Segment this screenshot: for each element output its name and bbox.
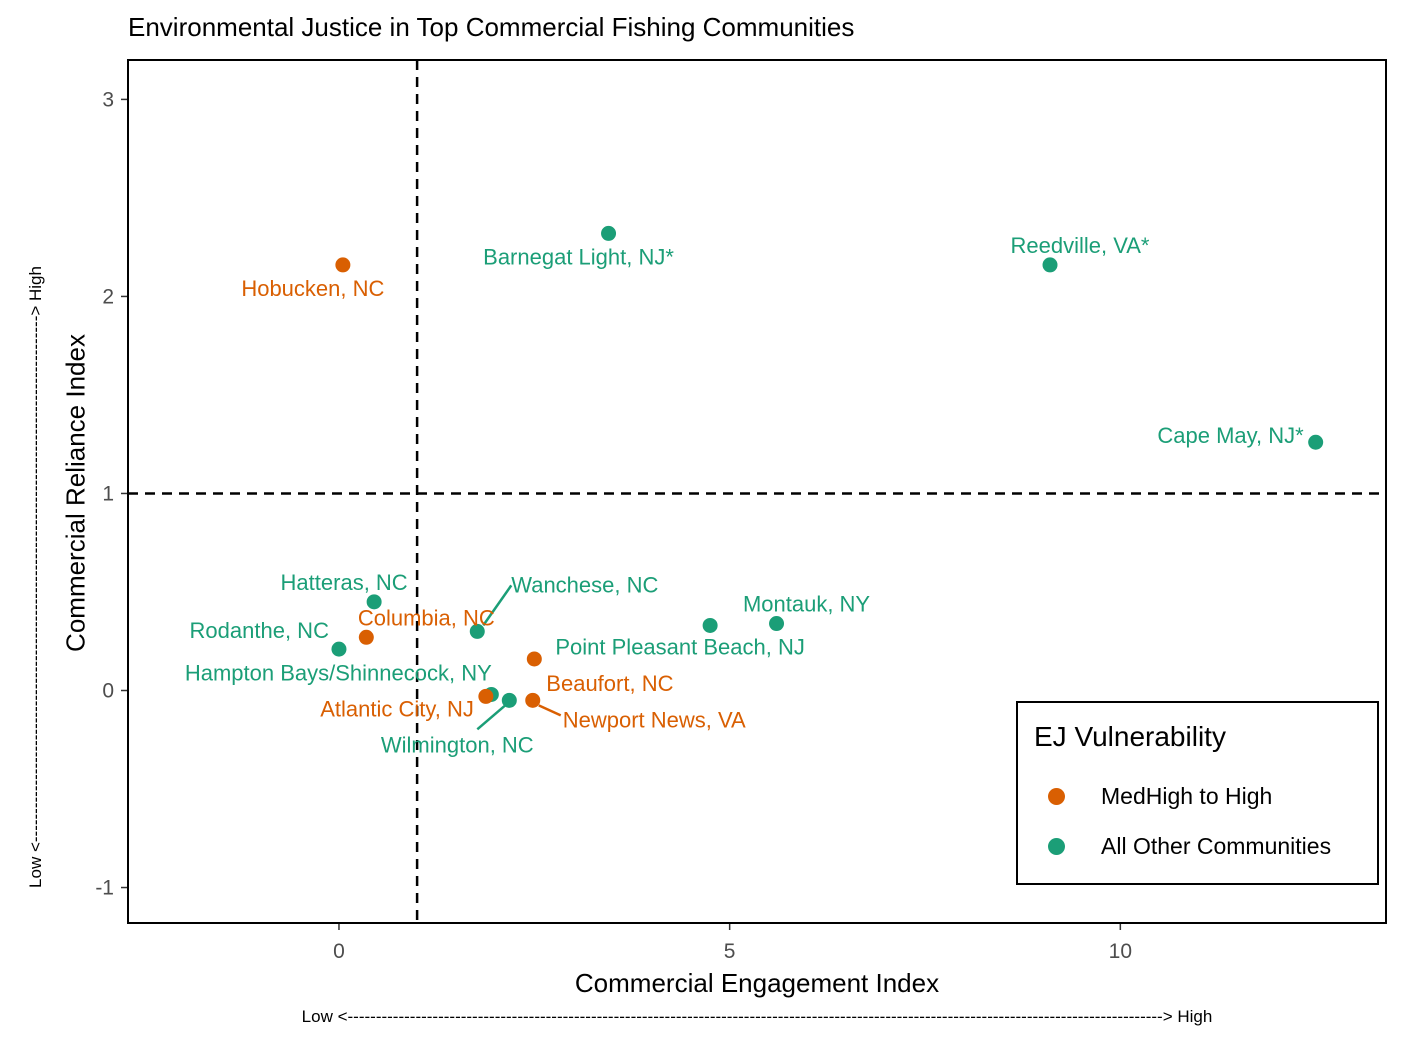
point-label: Newport News, VA (563, 707, 746, 732)
data-point (1042, 257, 1058, 273)
legend: EJ Vulnerability MedHigh to High All Oth… (1016, 701, 1379, 885)
data-point (501, 692, 517, 708)
data-point (601, 225, 617, 241)
data-point (469, 623, 485, 639)
data-point (525, 692, 541, 708)
legend-dot-medhigh (1048, 787, 1065, 805)
y-tick-label: 2 (102, 285, 114, 308)
y-tick-label: 1 (102, 482, 114, 505)
y-tick-label: 0 (102, 680, 114, 703)
x-tick-label: 0 (333, 940, 345, 963)
label-leader-line (482, 584, 513, 627)
point-label: Rodanthe, NC (190, 618, 330, 643)
legend-label-medhigh: MedHigh to High (1101, 782, 1273, 809)
y-axis-label: Commercial Reliance Index (60, 334, 91, 652)
x-tick-label: 10 (1109, 940, 1132, 963)
data-point (335, 257, 351, 273)
legend-label-other: All Other Communities (1101, 832, 1332, 859)
legend-dot-other (1048, 837, 1065, 855)
point-label: Beaufort, NC (546, 671, 673, 696)
point-label: Point Pleasant Beach, NJ (555, 634, 804, 659)
axis-ticks: 0 5 10 -1 0 1 2 3 (95, 88, 1132, 963)
plot-panel-border (127, 59, 1387, 924)
point-label: Reedville, VA* (1011, 233, 1150, 258)
point-label: Cape May, NJ* (1157, 423, 1304, 448)
point-label: Wilmington, NC (381, 732, 534, 757)
legend-item-other: All Other Communities (1048, 831, 1331, 861)
label-leader-line (538, 704, 562, 717)
point-label: Hatteras, NC (281, 570, 408, 595)
point-label: Montauk, NY (743, 592, 870, 617)
point-labels: Hobucken, NC Barnegat Light, NJ* Reedville… (185, 233, 1304, 757)
y-axis-direction-note: Low <-----------------------------------… (26, 266, 45, 888)
point-label: Hobucken, NC (241, 276, 384, 301)
x-axis-label: Commercial Engagement Index (574, 968, 940, 998)
x-axis-direction-note: Low <-----------------------------------… (301, 1007, 1213, 1026)
y-tick-label: -1 (95, 877, 114, 900)
data-point (526, 651, 542, 667)
data-point (769, 616, 785, 632)
data-point (478, 688, 494, 704)
point-label: Hampton Bays/Shinnecock, NY (185, 660, 492, 685)
data-point (358, 629, 374, 645)
data-point (331, 641, 347, 657)
legend-title: EJ Vulnerability (1034, 721, 1226, 752)
point-label: Barnegat Light, NJ* (483, 244, 674, 269)
point-label: Columbia, NC (358, 605, 495, 630)
data-points (331, 225, 1324, 708)
x-tick-label: 5 (724, 940, 736, 963)
data-point (1308, 434, 1324, 450)
data-point (366, 594, 382, 610)
data-point (702, 617, 718, 633)
point-label: Wanchese, NC (511, 572, 658, 597)
chart-title: Environmental Justice in Top Commercial … (128, 12, 855, 42)
y-tick-label: 3 (102, 88, 114, 111)
label-leader-line (476, 704, 507, 731)
reference-lines (128, 60, 1386, 923)
legend-item-medhigh: MedHigh to High (1048, 781, 1272, 811)
label-leader-lines (476, 584, 562, 731)
point-label: Atlantic City, NJ (320, 696, 474, 721)
